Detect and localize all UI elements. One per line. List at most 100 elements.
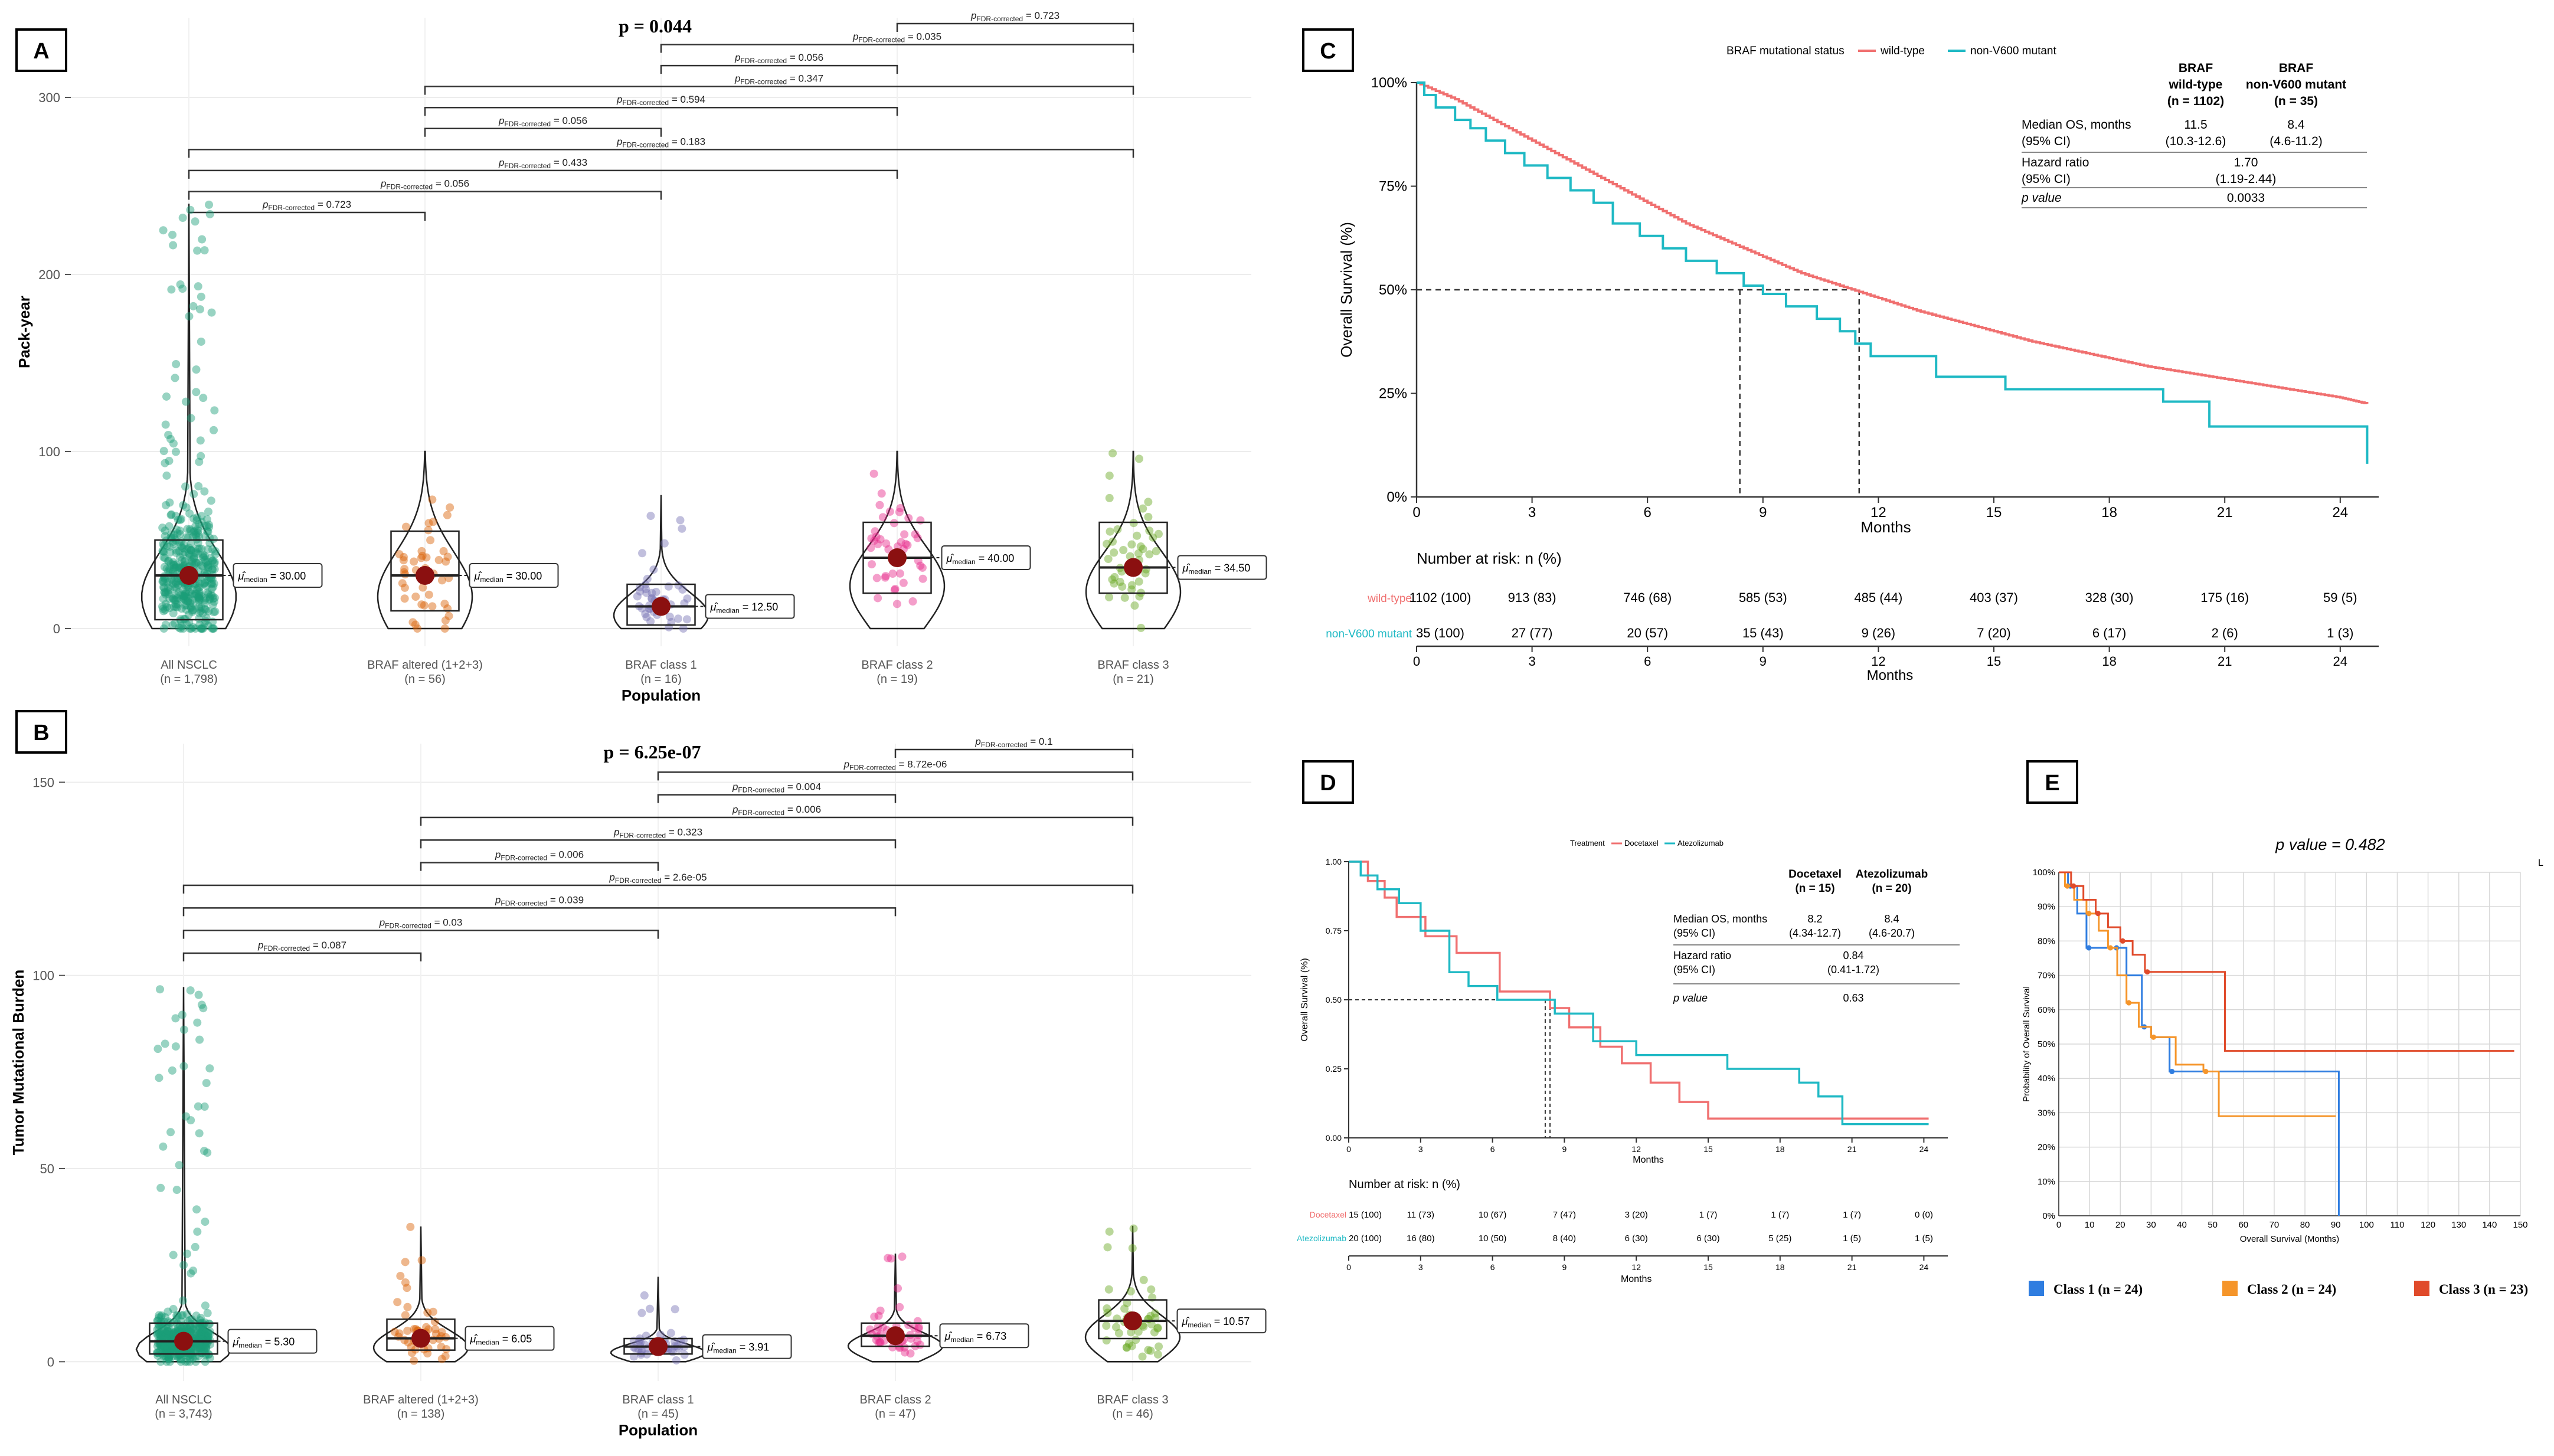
data-point: [203, 557, 212, 566]
data-point: [166, 1332, 175, 1341]
data-point: [185, 588, 194, 597]
comparison-p-label: pFDR-corrected = 0.006: [495, 849, 584, 862]
comparison-bracket: [188, 169, 898, 179]
data-point: [180, 557, 189, 566]
table-cell: 11.5: [2184, 118, 2207, 132]
data-point: [1144, 1346, 1153, 1354]
data-point: [169, 609, 178, 618]
data-point: [169, 1345, 178, 1354]
data-point: [890, 585, 899, 594]
data-point: [194, 1331, 203, 1340]
data-point: [197, 1349, 206, 1357]
data-point: [872, 1327, 881, 1336]
data-point: [1110, 548, 1119, 557]
data-point: [191, 1357, 200, 1366]
data-point: [161, 1329, 170, 1337]
data-point: [195, 594, 204, 603]
data-point: [202, 1079, 211, 1088]
data-point: [169, 1305, 178, 1314]
x-tick-label: 150: [2513, 1220, 2527, 1230]
data-point: [1103, 539, 1111, 548]
data-point: [191, 548, 200, 557]
data-point: [158, 602, 167, 611]
legend-label: non-V600 mutant: [1970, 45, 2056, 57]
data-point: [191, 1242, 200, 1251]
data-point: [158, 1340, 167, 1349]
data-point: [156, 1313, 165, 1321]
data-point: [1128, 1244, 1137, 1252]
data-point: [914, 1324, 923, 1333]
data-point: [176, 595, 185, 604]
data-point: [165, 1323, 174, 1332]
panel-label-c: C: [1302, 28, 1354, 72]
data-point: [187, 540, 195, 549]
data-point: [641, 610, 650, 619]
data-point: [189, 302, 198, 310]
data-point: [885, 507, 894, 516]
data-point: [171, 1042, 180, 1051]
x-tick-label: 0: [1412, 505, 1420, 521]
data-point: [400, 1336, 409, 1344]
data-point: [179, 1261, 188, 1269]
data-point: [1138, 1352, 1147, 1361]
data-point: [161, 1329, 169, 1338]
comparison-bracket: [420, 862, 659, 871]
data-point: [207, 580, 215, 588]
chart-c: 0% 25% 50% 75% 100% 0 3 6 9 12 15 18 21 24 Months Overa…: [1326, 45, 2379, 683]
data-point: [406, 1222, 415, 1231]
data-point: [185, 624, 194, 633]
median-label: μ̂median = 5.30: [233, 1336, 295, 1350]
data-point: [157, 1342, 166, 1350]
risk-value: 3 (20): [1625, 1210, 1648, 1220]
data-point: [160, 1342, 169, 1351]
km-curve: [1349, 860, 1929, 1125]
risk-row-label: Atezolizumab: [1297, 1233, 1346, 1243]
data-point: [163, 1323, 172, 1331]
median-label-box: [705, 594, 795, 619]
data-point: [197, 624, 206, 633]
data-point: [156, 1331, 165, 1340]
data-point: [208, 575, 217, 584]
data-point: [195, 590, 204, 598]
data-point: [166, 1351, 175, 1360]
data-point: [173, 1311, 182, 1320]
comparison-bracket: [896, 22, 1134, 32]
data-point: [153, 1342, 162, 1350]
data-point: [400, 594, 409, 603]
data-point: [168, 575, 176, 584]
data-point: [874, 1323, 882, 1331]
data-point: [195, 1035, 204, 1044]
data-point: [205, 200, 214, 209]
risk-value: 1 (7): [1843, 1210, 1861, 1220]
data-point: [204, 1332, 212, 1341]
data-point: [178, 213, 187, 222]
data-point: [197, 1313, 205, 1322]
data-point: [417, 1256, 426, 1265]
data-point: [201, 1328, 210, 1337]
data-point: [162, 471, 171, 480]
data-point: [177, 515, 186, 523]
data-point: [167, 1344, 176, 1353]
data-point: [172, 583, 181, 592]
data-point: [1120, 593, 1129, 602]
data-point: [175, 1351, 184, 1360]
y-tick-label: 80%: [2038, 936, 2055, 946]
comparison-p-label: pFDR-corrected = 0.723: [262, 199, 351, 212]
data-point: [168, 621, 177, 630]
data-point: [192, 585, 201, 594]
data-point: [189, 553, 198, 562]
risk-value: 328 (30): [2085, 590, 2134, 605]
data-point: [163, 1345, 172, 1354]
median-label-box: [233, 563, 323, 588]
data-point: [177, 604, 186, 613]
data-point: [442, 1344, 451, 1353]
data-point: [1103, 1243, 1112, 1252]
data-point: [163, 1327, 172, 1336]
table-header: non-V600 mutant: [2246, 78, 2346, 91]
data-point: [439, 547, 448, 555]
data-point: [199, 1004, 208, 1013]
data-point: [898, 1252, 907, 1261]
data-point: [192, 365, 201, 374]
risk-tick-label: 6: [1490, 1262, 1495, 1272]
comparison-p-label: pFDR-corrected = 0.006: [732, 804, 821, 817]
